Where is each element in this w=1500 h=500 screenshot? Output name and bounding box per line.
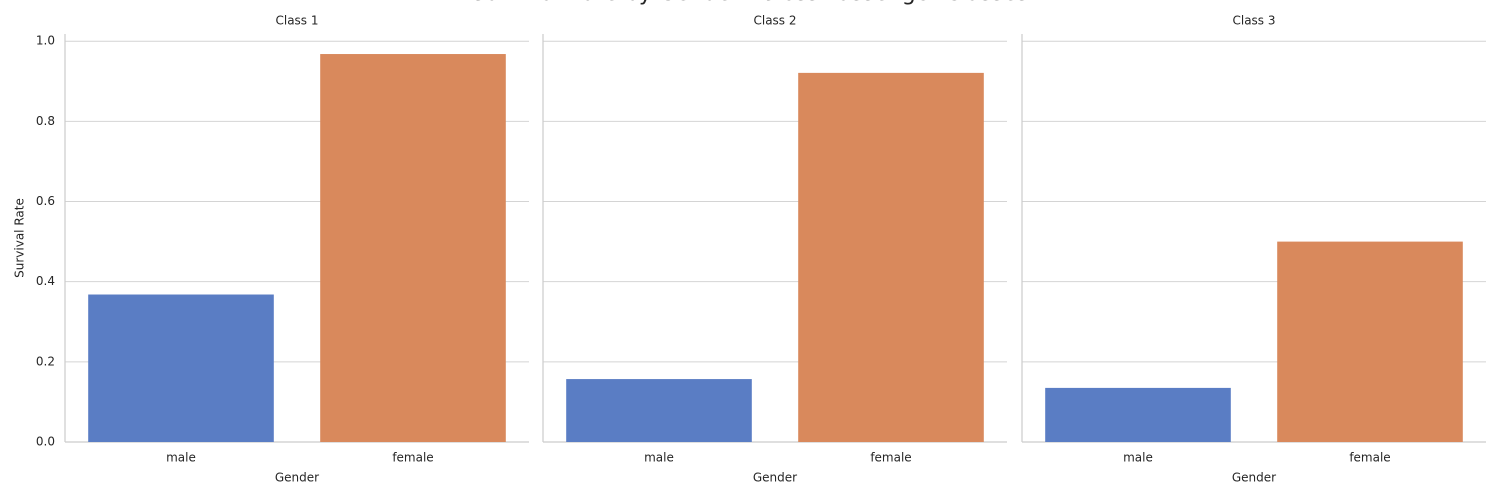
- panel-title: Class 2: [753, 14, 796, 28]
- panel-title: Class 3: [1232, 14, 1275, 28]
- x-tick-label: male: [644, 451, 674, 465]
- bar: [88, 294, 274, 442]
- y-axis-label: Survival Rate: [13, 198, 27, 278]
- y-tick-label: 0.0: [36, 435, 55, 449]
- x-tick-label: male: [1123, 451, 1153, 465]
- x-tick-label: female: [870, 451, 911, 465]
- x-tick-label: female: [392, 451, 433, 465]
- x-axis-label: Gender: [275, 471, 319, 485]
- y-tick-label: 0.6: [36, 194, 55, 208]
- bar: [1277, 241, 1463, 442]
- bar: [566, 379, 752, 442]
- x-tick-label: female: [1349, 451, 1390, 465]
- y-tick-label: 0.4: [36, 274, 55, 288]
- y-tick-label: 0.8: [36, 114, 55, 128]
- bar: [1045, 387, 1231, 442]
- panel-title: Class 1: [275, 14, 318, 28]
- y-tick-label: 1.0: [36, 34, 55, 48]
- bar: [798, 72, 984, 443]
- x-tick-label: male: [166, 451, 196, 465]
- figure-title: Survival Rate by Gender Across Passenger…: [472, 0, 1028, 6]
- y-tick-label: 0.2: [36, 354, 55, 368]
- x-axis-label: Gender: [753, 471, 797, 485]
- x-axis-label: Gender: [1232, 471, 1276, 485]
- bar: [320, 54, 506, 442]
